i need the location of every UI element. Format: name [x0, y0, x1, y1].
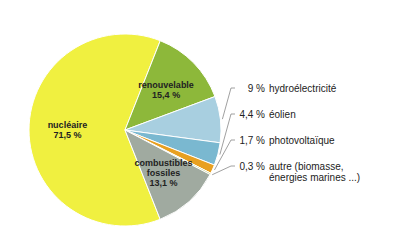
svg-text:4,4 %: 4,4 % — [239, 109, 265, 120]
svg-text:combustiblesfossiles13,1 %: combustiblesfossiles13,1 % — [134, 158, 192, 188]
svg-text:nucléaire71,5 %: nucléaire71,5 % — [48, 120, 88, 140]
svg-text:autre (biomasse,énergies marin: autre (biomasse,énergies marines ...) — [269, 161, 360, 183]
svg-text:1,7 %: 1,7 % — [239, 135, 265, 146]
svg-text:hydroélectricité: hydroélectricité — [269, 83, 337, 94]
svg-text:éolien: éolien — [269, 109, 296, 120]
svg-text:photovoltaïque: photovoltaïque — [269, 135, 335, 146]
svg-text:0,3 %: 0,3 % — [239, 161, 265, 172]
svg-text:renouvelable15,4 %: renouvelable15,4 % — [138, 80, 194, 100]
svg-text:9 %: 9 % — [248, 83, 265, 94]
